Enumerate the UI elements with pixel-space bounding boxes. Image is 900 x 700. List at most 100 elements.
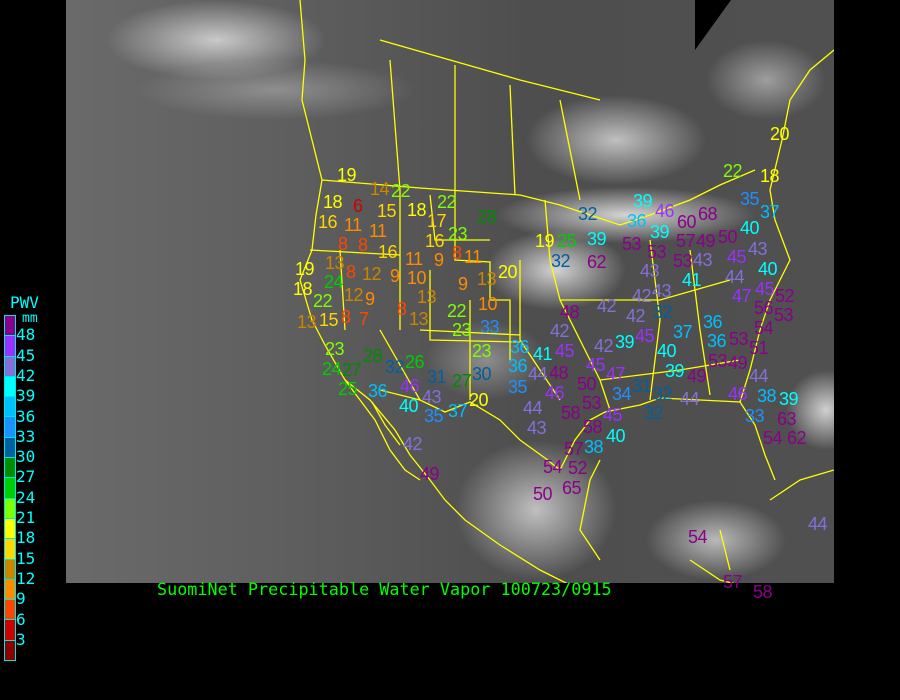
station-pwv-value: 40 [758,259,778,279]
station-pwv-value: 58 [583,417,603,437]
station-pwv-value: 22 [313,291,333,311]
station-pwv-value: 20 [498,262,518,282]
station-pwv-value: 54 [688,527,708,547]
pwv-color-scale [4,315,16,662]
station-pwv-value: 22 [447,301,467,321]
legend-label: 3 [16,629,26,649]
station-pwv-value: 18 [293,279,313,299]
station-pwv-value: 8 [358,235,368,255]
station-pwv-value: 11 [369,221,387,241]
station-pwv-value: 32 [551,251,571,271]
station-pwv-value: 19 [535,231,555,251]
station-pwv-value: 18 [407,200,427,220]
legend-label: 12 [16,568,36,588]
station-pwv-value: 9 [390,266,400,286]
station-pwv-value: 19 [337,165,357,185]
station-pwv-value: 11 [464,247,482,267]
station-pwv-value: 6 [353,196,363,216]
legend-label: 24 [16,487,36,507]
station-pwv-value: 54 [763,428,783,448]
station-pwv-value: 40 [657,341,677,361]
station-pwv-value: 18 [760,166,780,186]
station-pwv-value: 13 [297,312,317,332]
station-pwv-value: 42 [403,434,423,454]
legend-swatch [5,316,15,337]
station-pwv-value: 22 [391,181,411,201]
legend-title: PWV [10,293,39,312]
station-pwv-value: 44 [523,398,543,418]
station-pwv-value: 37 [760,202,780,222]
station-pwv-value: 68 [698,204,718,224]
gulf-coast [559,397,776,561]
station-pwv-value: 17 [427,211,447,231]
station-pwv-value: 33 [480,317,500,337]
legend-swatch [5,336,15,357]
station-pwv-value: 23 [472,341,492,361]
station-pwv-value: 26 [405,352,425,372]
station-pwv-value: 33 [745,406,765,426]
station-pwv-value: 25 [557,231,577,251]
station-pwv-value: 11 [405,249,423,269]
station-pwv-value: 53 [774,305,794,325]
station-pwv-value: 53 [729,329,749,349]
station-pwv-value: 47 [606,364,626,384]
station-pwv-value: 41 [533,344,553,364]
legend-swatch [5,458,15,479]
station-pwv-value: 46 [400,376,420,396]
legend-label: 33 [16,426,36,446]
station-pwv-value: 8 [397,299,407,319]
station-pwv-value: 43 [640,261,660,281]
station-pwv-value: 38 [584,437,604,457]
station-pwv-value: 23 [452,320,472,340]
station-pwv-value: 43 [693,250,713,270]
station-pwv-value: 49 [728,353,748,373]
station-pwv-value: 27 [452,371,472,391]
station-pwv-value: 63 [777,409,797,429]
station-pwv-value: 16 [318,212,338,232]
station-pwv-value: 23 [325,339,345,359]
legend-label: 27 [16,467,36,487]
station-pwv-value: 24 [322,359,342,379]
legend-label: 6 [16,609,26,629]
station-pwv-value: 42 [550,321,570,341]
station-pwv-value: 40 [399,396,419,416]
station-pwv-value: 36 [510,337,530,357]
station-pwv-value: 18 [323,192,343,212]
station-pwv-value: 13 [325,253,345,273]
station-pwv-value: 37 [448,401,468,421]
station-pwv-value: 39 [665,361,685,381]
station-pwv-value: 19 [295,259,315,279]
station-pwv-value: 14 [370,179,390,199]
station-pwv-value: 13 [417,287,437,307]
station-pwv-value: 65 [562,478,582,498]
station-pwv-value: 32 [644,403,664,423]
station-pwv-value: 52 [775,286,795,306]
station-pwv-value: 12 [344,285,364,305]
legend-swatch [5,498,15,519]
station-pwv-value: 44 [749,366,769,386]
station-pwv-value: 10 [407,268,427,288]
station-pwv-value: 35 [508,377,528,397]
map-title: SuomiNet Precipitable Water Vapor 100723… [157,579,612,599]
legend-swatch [5,437,15,459]
legend-swatch [5,356,15,377]
station-pwv-value: 28 [477,207,497,227]
station-pwv-value: 15 [377,201,397,221]
legend-swatch [5,376,15,398]
legend-label: 39 [16,386,36,406]
station-pwv-value: 41 [682,270,702,290]
station-pwv-value: 36 [707,331,727,351]
station-pwv-value: 37 [673,322,693,342]
station-pwv-value: 39 [633,191,653,211]
station-pwv-value: 48 [560,302,580,322]
legend-swatch [5,640,15,661]
legend-swatch [5,579,15,601]
station-pwv-value: 54 [754,318,774,338]
station-pwv-value: 8 [341,307,351,327]
station-pwv-value: 9 [365,289,375,309]
station-pwv-value: 50 [577,374,597,394]
legend-label: 36 [16,406,36,426]
station-pwv-value: 9 [458,274,468,294]
station-pwv-value: 45 [727,247,747,267]
station-pwv-value: 53 [647,242,667,262]
